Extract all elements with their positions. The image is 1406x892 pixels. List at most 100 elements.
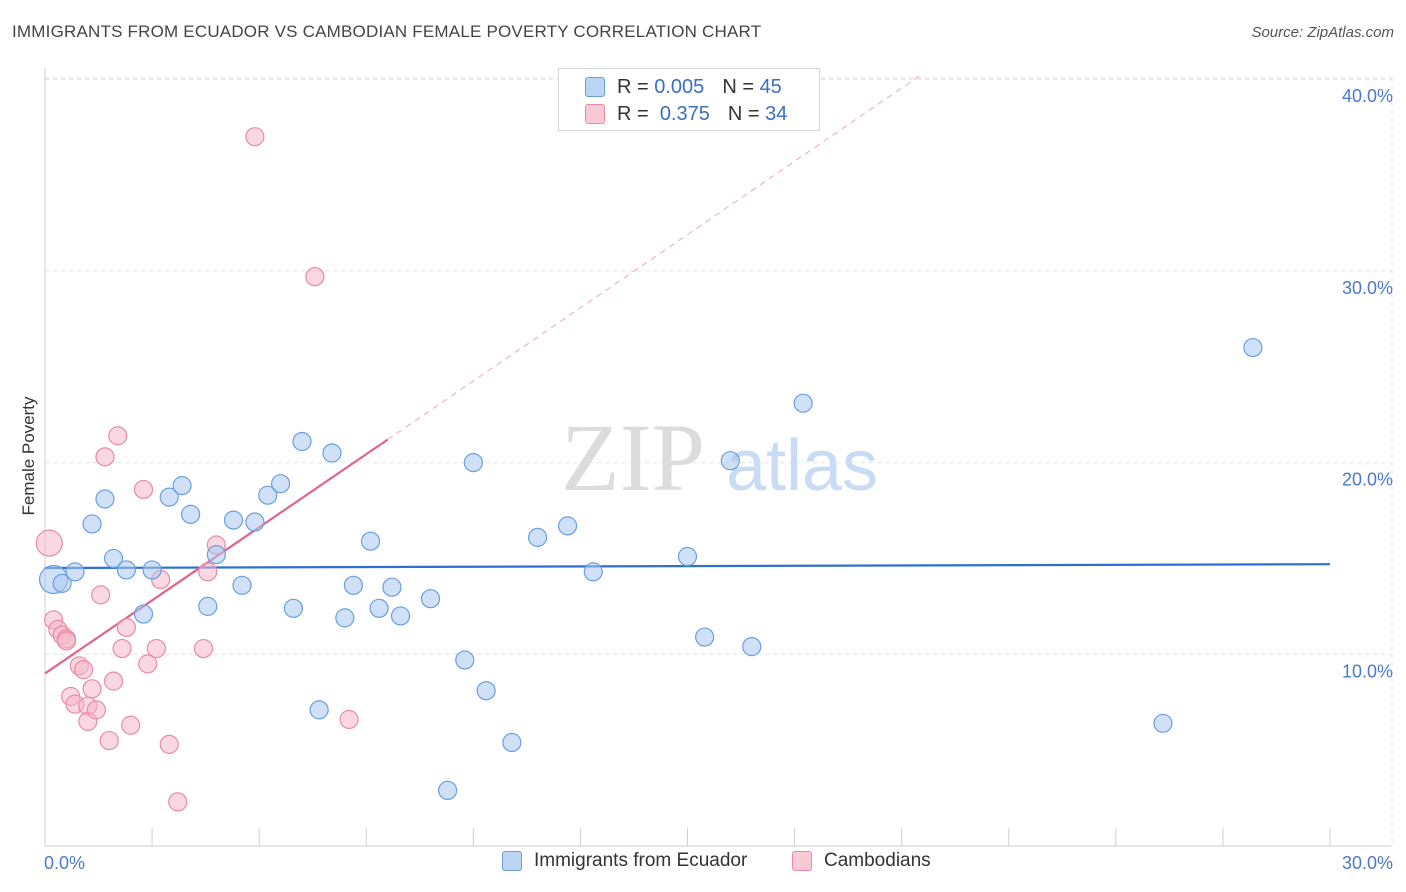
- legend-row-ecuador: R = 0.005 N = 45: [585, 74, 782, 100]
- point-ecuador: [583, 562, 603, 582]
- watermark-atlas: atlas: [726, 426, 878, 506]
- point-ecuador: [133, 604, 154, 624]
- point-ecuador: [159, 487, 179, 507]
- point-ecuador: [245, 512, 265, 532]
- point-cambodians: [198, 562, 218, 582]
- point-ecuador: [65, 562, 85, 582]
- point-cambodians: [103, 671, 124, 691]
- point-ecuador: [390, 606, 411, 626]
- series-swatch-cambodians: [792, 851, 812, 871]
- x-tick-label: 30.0%: [1342, 853, 1393, 873]
- series-legend-cambodians[interactable]: Cambodians: [792, 850, 931, 872]
- correlation-legend: R = 0.005 N = 45 R = 0.375 N = 34: [558, 68, 820, 131]
- point-ecuador: [695, 627, 715, 647]
- y-tick-label: 40.0%: [1342, 86, 1393, 106]
- point-ecuador: [103, 548, 124, 569]
- point-ecuador: [206, 545, 226, 565]
- point-cambodians: [159, 734, 179, 754]
- y-tick-label: 10.0%: [1342, 661, 1393, 681]
- point-cambodians: [339, 709, 359, 730]
- trend-extension-cambodians: [387, 72, 924, 441]
- source-label: Source: ZipAtlas.com: [1251, 24, 1394, 41]
- axes: [44, 68, 1392, 847]
- point-ecuador: [343, 575, 363, 595]
- point-cambodians: [245, 127, 265, 147]
- point-ecuador: [360, 531, 381, 551]
- point-cambodians: [73, 660, 94, 680]
- watermark-zip: ZIP: [561, 404, 705, 511]
- point-cambodians: [112, 638, 132, 659]
- point-ecuador: [258, 485, 278, 505]
- point-cambodians: [95, 447, 115, 467]
- y-tick-label: 30.0%: [1342, 278, 1393, 298]
- point-ecuador: [557, 516, 578, 536]
- legend-n-value: 45: [759, 75, 782, 98]
- legend-r-label: R =: [617, 75, 649, 98]
- point-ecuador: [309, 700, 329, 720]
- watermark: ZIP atlas: [561, 404, 878, 511]
- series-swatch-ecuador: [502, 851, 522, 871]
- point-ecuador: [382, 577, 402, 597]
- legend-n-label: N =: [727, 102, 760, 125]
- point-ecuador: [283, 598, 304, 618]
- point-cambodians: [121, 715, 141, 735]
- data-points: [35, 127, 1263, 812]
- point-ecuador: [335, 608, 355, 628]
- point-ecuador: [720, 451, 740, 471]
- tick-labels: 10.0% 20.0% 30.0% 40.0% 0.0% 30.0%: [44, 86, 1393, 873]
- point-cambodians: [138, 654, 158, 674]
- point-ecuador: [181, 504, 201, 524]
- point-ecuador: [463, 453, 483, 473]
- series-legend-ecuador[interactable]: Immigrants from Ecuador: [502, 850, 747, 872]
- legend-swatch-cambodians: [585, 104, 605, 124]
- point-cambodians: [91, 585, 111, 605]
- point-ecuador: [52, 573, 72, 593]
- point-ecuador: [322, 443, 342, 463]
- point-ecuador: [172, 476, 192, 496]
- point-cambodians: [82, 679, 102, 699]
- point-ecuador: [677, 546, 698, 567]
- point-cambodians: [108, 426, 128, 446]
- point-ecuador: [198, 596, 218, 616]
- point-ecuador: [142, 560, 162, 580]
- point-ecuador: [438, 780, 458, 801]
- point-ecuador: [502, 732, 522, 753]
- point-cambodians: [193, 638, 214, 659]
- x-tick-label: 0.0%: [44, 853, 85, 873]
- series-label-cambodians: Cambodians: [824, 850, 931, 871]
- point-cambodians: [146, 638, 166, 659]
- grid: [45, 77, 1393, 846]
- legend-swatch-ecuador: [585, 77, 605, 97]
- point-ecuador: [292, 431, 312, 452]
- legend-r-label: R =: [617, 102, 649, 125]
- point-ecuador: [116, 560, 136, 580]
- point-ecuador: [527, 527, 548, 547]
- point-ecuador: [455, 650, 475, 670]
- series-legend: Immigrants from Ecuador Cambodians: [0, 850, 1406, 878]
- point-ecuador: [476, 681, 496, 701]
- point-ecuador: [232, 575, 252, 595]
- point-ecuador: [742, 637, 762, 657]
- point-cambodians: [99, 730, 119, 751]
- point-cambodians: [168, 792, 188, 812]
- legend-n-value: 34: [765, 102, 788, 125]
- point-cambodians: [116, 617, 136, 638]
- point-ecuador: [223, 510, 244, 530]
- point-ecuador: [1243, 337, 1263, 358]
- legend-r-value: 0.375: [659, 102, 710, 125]
- chart-title: IMMIGRANTS FROM ECUADOR VS CAMBODIAN FEM…: [12, 22, 762, 41]
- point-ecuador: [420, 589, 441, 609]
- y-axis-label: Female Poverty: [19, 396, 38, 516]
- point-cambodians: [86, 700, 107, 720]
- legend-r-value: 0.005: [654, 75, 705, 98]
- point-ecuador: [369, 598, 389, 618]
- legend-n-label: N =: [722, 75, 754, 98]
- point-ecuador: [95, 489, 115, 509]
- point-cambodians: [133, 479, 154, 500]
- series-label-ecuador: Immigrants from Ecuador: [534, 850, 748, 871]
- point-ecuador: [82, 514, 102, 534]
- point-cambodians: [56, 631, 77, 651]
- point-cambodians: [35, 529, 63, 557]
- point-ecuador: [1153, 713, 1173, 733]
